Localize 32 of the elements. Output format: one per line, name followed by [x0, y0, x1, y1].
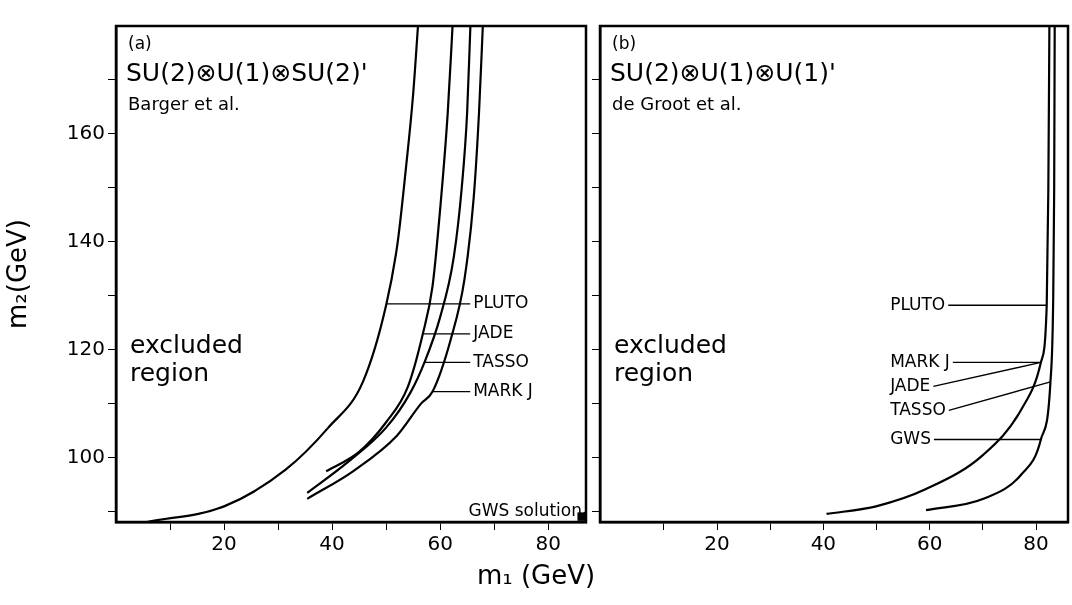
annotation: PLUTO	[890, 293, 946, 314]
x-tick-label: 80	[535, 531, 561, 556]
text: (b)	[612, 32, 637, 53]
y-tick-label: 100	[66, 443, 105, 468]
annotation: GWS solution	[468, 500, 582, 521]
annotation: TASSO	[889, 398, 946, 419]
annotation: MARK J	[473, 379, 533, 400]
annotation: PLUTO	[473, 292, 529, 313]
annotation: excluded region	[614, 329, 727, 387]
annotation: JADE	[472, 322, 514, 343]
x-tick-label: 60	[917, 531, 943, 556]
text: (a)	[128, 32, 152, 53]
y-axis-title: m₂(GeV)	[2, 219, 33, 329]
text: SU(2)⊗U(1)⊗SU(2)'	[126, 58, 368, 87]
x-tick-label: 60	[427, 531, 453, 556]
annotation: de Groot et al.	[612, 92, 742, 114]
x-tick-label: 20	[704, 531, 730, 556]
annotation: MARK J	[890, 350, 950, 371]
annotation: excluded region	[130, 329, 243, 387]
y-tick-label: 120	[66, 335, 105, 360]
x-tick-label: 20	[211, 531, 237, 556]
x-tick-label: 40	[319, 531, 345, 556]
annotation: GWS	[890, 427, 931, 448]
text: SU(2)⊗U(1)⊗U(1)'	[610, 58, 836, 87]
annotation: Barger et al.	[128, 92, 240, 114]
annotation: TASSO	[472, 350, 529, 371]
x-axis-title: m₁ (GeV)	[475, 560, 597, 590]
x-tick-label: 40	[810, 531, 837, 556]
y-tick-label: 160	[66, 120, 105, 145]
annotation: JADE	[889, 374, 931, 395]
y-tick-label: 140	[66, 227, 105, 252]
x-tick-label: 80	[1023, 531, 1049, 556]
